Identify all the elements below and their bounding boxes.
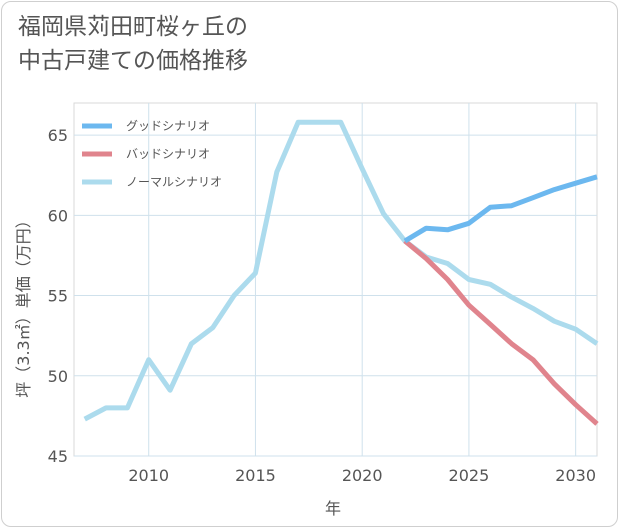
- series-line-0: [403, 174, 598, 244]
- page-title: 福岡県苅田町桜ヶ丘の 中古戸建ての価格推移: [18, 10, 248, 78]
- y-tick-label-50: 50: [48, 367, 68, 386]
- y-tick-label-60: 60: [48, 206, 68, 225]
- plot-area: [73, 102, 598, 457]
- x-tick-label-2025: 2025: [449, 466, 490, 485]
- series-line-2: [83, 119, 599, 422]
- y-axis-label: 坪（3.3㎡）単価（万円）: [14, 212, 33, 397]
- x-tick-label-2030: 2030: [555, 466, 596, 485]
- series-line-1: [403, 239, 599, 426]
- y-tick-label-45: 45: [48, 447, 68, 466]
- x-axis-label: 年: [325, 499, 341, 518]
- title-line-2: 中古戸建ての価格推移: [18, 48, 248, 74]
- y-tick-label-55: 55: [48, 287, 68, 306]
- axis-ticks: 2010 2015 2020 2025 2030 45 50 55 60 65: [48, 126, 596, 485]
- x-tick-label-2020: 2020: [342, 466, 383, 485]
- legend-label-2: ノーマルシナリオ: [126, 175, 222, 189]
- series-lines: [83, 119, 599, 426]
- legend-label-1: バッドシナリオ: [126, 147, 210, 161]
- y-tick-label-65: 65: [48, 126, 68, 145]
- x-tick-label-2015: 2015: [235, 466, 276, 485]
- title-line-1: 福岡県苅田町桜ヶ丘の: [18, 14, 248, 40]
- x-tick-label-2010: 2010: [128, 466, 169, 485]
- legend-label-0: グッドシナリオ: [126, 119, 210, 133]
